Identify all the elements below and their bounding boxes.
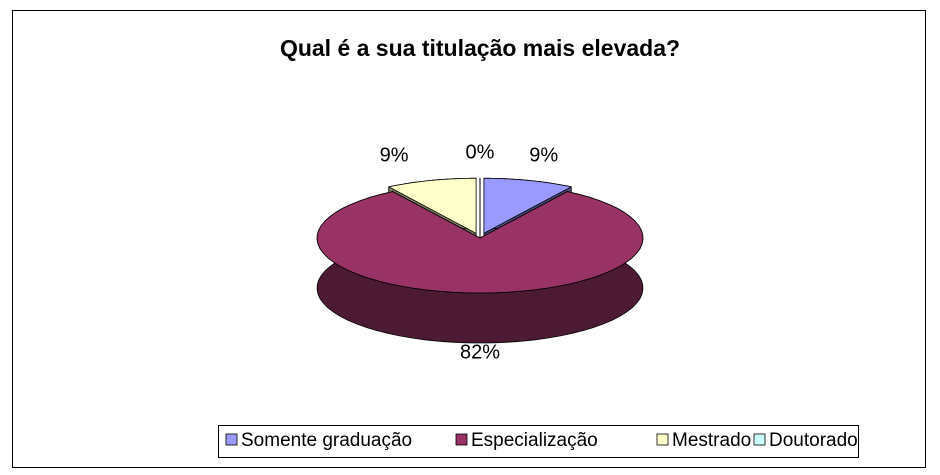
legend-swatch [455, 433, 468, 446]
legend-label: Mestrado [672, 430, 751, 451]
legend-label: Doutorado [769, 430, 858, 451]
data-label: 9% [380, 145, 409, 167]
chart-title: Qual é a sua titulação mais elevada? [280, 35, 680, 61]
legend-label: Especialização [471, 430, 598, 451]
legend-swatch [656, 433, 669, 446]
legend-label: Somente graduação [241, 430, 412, 451]
legend-swatch [225, 433, 238, 446]
slice [387, 177, 477, 234]
data-label: 82% [460, 341, 500, 363]
legend-box [218, 425, 859, 458]
data-label: 9% [529, 145, 558, 167]
data-label: 0% [466, 141, 495, 163]
slice [483, 177, 573, 234]
legend-swatch [753, 433, 766, 446]
slice [316, 191, 644, 294]
